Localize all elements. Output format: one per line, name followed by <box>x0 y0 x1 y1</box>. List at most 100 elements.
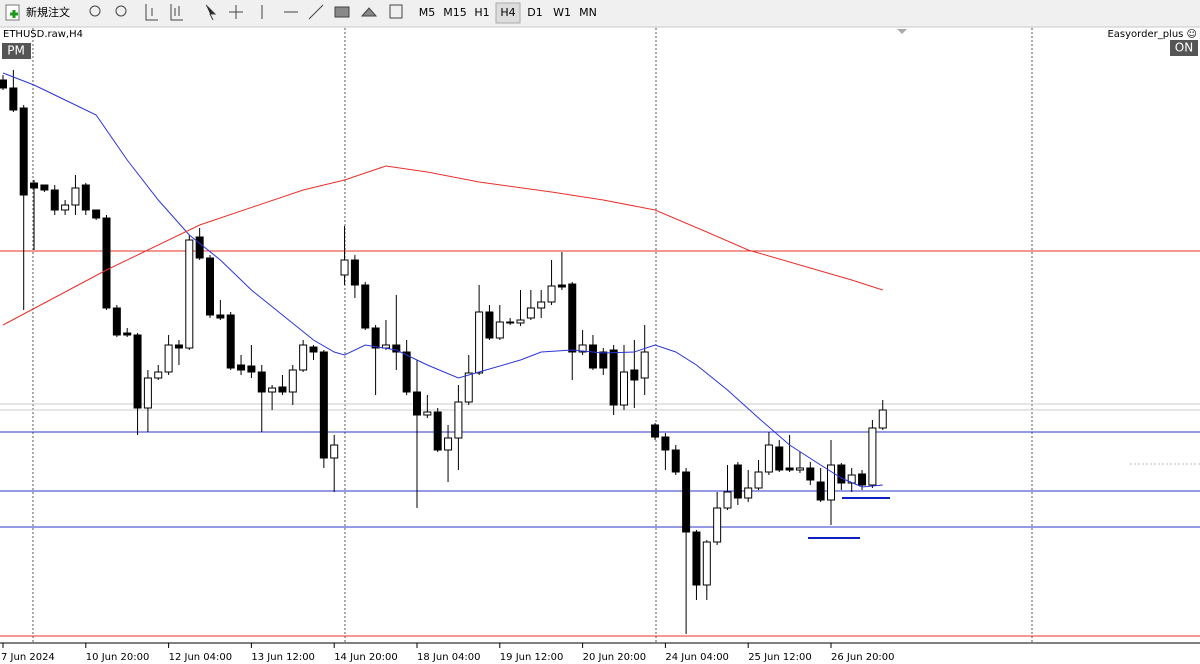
candle-body <box>495 321 504 339</box>
text-tool[interactable] <box>389 4 403 19</box>
timeframe-button[interactable]: W1 <box>553 6 571 19</box>
candle-body <box>682 471 691 533</box>
candle-body <box>0 79 7 89</box>
x-tick-label: 14 Jun 20:00 <box>334 652 398 663</box>
candle-body <box>775 446 784 471</box>
candle-body <box>744 487 753 499</box>
candle-body <box>516 319 525 324</box>
icon <box>10 10 18 18</box>
new-order-button[interactable]: 新規注文 <box>5 4 70 21</box>
x-tick-label: 13 Jun 12:00 <box>251 652 315 663</box>
timeframe-button[interactable]: H4 <box>500 6 515 19</box>
candle-body <box>713 507 722 543</box>
pm-badge: PM <box>7 44 25 58</box>
candle-body <box>413 391 421 416</box>
candle-body <box>827 464 835 501</box>
candle-body <box>454 401 463 439</box>
chart-bars[interactable] <box>145 4 158 21</box>
crosshair[interactable] <box>229 5 243 19</box>
candle-body <box>651 424 660 438</box>
badge-bg <box>1170 40 1198 56</box>
candle-body <box>299 344 308 371</box>
candle-body <box>50 189 59 211</box>
new-order-label: 新規注文 <box>26 5 70 19</box>
candle-body <box>278 386 287 393</box>
candle-body <box>526 307 535 319</box>
candle-body <box>92 209 101 219</box>
candle-body <box>133 334 142 409</box>
trendline[interactable] <box>308 4 324 20</box>
candle-body <box>226 314 235 369</box>
x-tick-label: 20 Jun 20:00 <box>583 652 647 663</box>
candle-body <box>206 257 214 316</box>
candle-body <box>878 409 887 429</box>
rectangle[interactable] <box>334 6 350 18</box>
candle-body <box>174 344 183 349</box>
candle-body <box>671 449 680 473</box>
candle-body <box>102 217 111 309</box>
candle-body <box>350 259 359 286</box>
candle-body <box>837 464 846 484</box>
candle-body <box>702 541 711 586</box>
candle-body <box>247 365 256 373</box>
candle-body <box>81 184 90 211</box>
active-timeframe <box>495 2 521 24</box>
timeframe-button[interactable]: D1 <box>527 6 542 19</box>
x-tick-label: 12 Jun 04:00 <box>169 652 233 663</box>
candle-body <box>444 437 453 451</box>
candle-body <box>506 321 515 324</box>
candle-body <box>268 387 277 393</box>
candle-body <box>785 467 794 471</box>
zoom-in[interactable] <box>89 5 101 17</box>
timeframe-button[interactable]: M5 <box>419 6 436 19</box>
candle-body <box>371 327 380 349</box>
candle-body <box>164 344 173 373</box>
x-tick-label: 19 Jun 12:00 <box>500 652 564 663</box>
on-badge[interactable]: ON <box>1175 41 1193 55</box>
candle-body <box>547 285 556 303</box>
x-tick-label: 25 Jun 12:00 <box>748 652 812 663</box>
x-tick-label: 18 Jun 04:00 <box>417 652 481 663</box>
candle-body <box>557 284 566 288</box>
candle-body <box>19 107 28 196</box>
shift-marker <box>897 29 907 34</box>
candle-body <box>620 371 628 406</box>
timeframe-button[interactable]: MN <box>579 6 597 19</box>
candle-body <box>661 436 670 451</box>
candle-body <box>392 344 401 353</box>
candle-body <box>568 283 577 353</box>
toolbar <box>0 0 1200 27</box>
candle-body <box>475 311 484 374</box>
candle-body <box>588 344 597 369</box>
candle-body <box>816 481 825 501</box>
candle-body <box>858 473 867 486</box>
x-tick-label: 7 Jun 2024 <box>1 652 55 663</box>
candle-body <box>195 236 204 259</box>
indicator-name: Easyorder_plus ☺ <box>1107 29 1197 40</box>
candle-body <box>402 351 411 393</box>
badge-bg <box>2 43 31 59</box>
candle-body <box>330 444 339 459</box>
zoom-out[interactable] <box>115 5 127 17</box>
chart-symbol: ETHUSD.raw,H4 <box>3 29 83 40</box>
candle-body <box>754 471 763 489</box>
candle-body <box>423 411 432 416</box>
timeframe-button[interactable]: H1 <box>474 6 489 19</box>
candle-body <box>319 351 328 459</box>
shapes[interactable] <box>360 7 378 17</box>
candle-body <box>630 369 639 381</box>
candle-body <box>578 344 587 353</box>
candle-body <box>216 314 225 319</box>
candle-body <box>599 351 608 369</box>
moving-average <box>2 72 883 488</box>
candle-body <box>257 371 266 393</box>
cursor[interactable] <box>205 4 217 21</box>
chart-candles[interactable] <box>170 4 183 21</box>
candle-body <box>9 87 18 111</box>
candle-body <box>123 332 132 336</box>
candle-body <box>764 444 773 473</box>
timeframe-button[interactable]: M15 <box>443 6 467 19</box>
candle-body <box>433 411 442 451</box>
